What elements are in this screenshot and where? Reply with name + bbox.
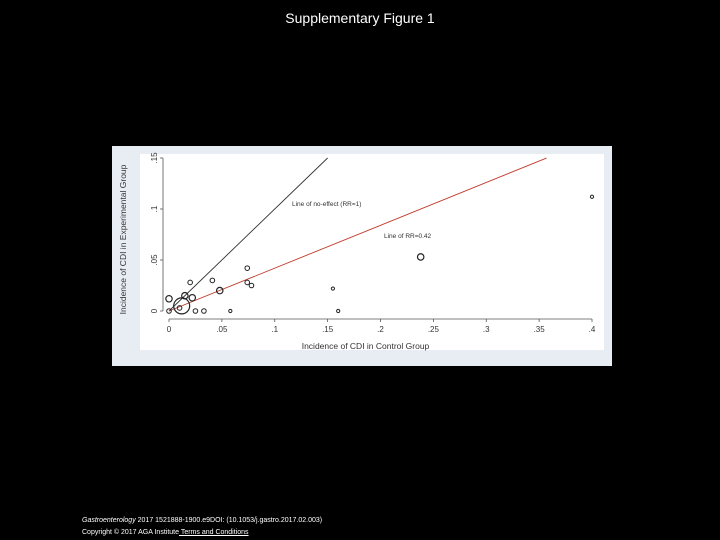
copyright-text: Copyright © 2017 AGA Institute: [82, 529, 179, 536]
data-point: [187, 279, 193, 286]
data-point: [416, 253, 425, 261]
rr-line-label: Line of RR=0.42: [384, 233, 432, 240]
y-tick-label: .1: [150, 205, 159, 212]
data-point: [248, 282, 255, 289]
x-tick-label: 0: [167, 325, 172, 334]
y-tick-label: .15: [150, 152, 159, 164]
x-tick-label: .2: [377, 325, 384, 334]
x-tick-label: .05: [216, 325, 228, 334]
data-point: [209, 277, 216, 284]
data-point: [244, 279, 251, 286]
data-point: [228, 308, 233, 314]
figure-panel: 0 .05 .1 .15 .2 .25 .3 .35 .4 0 .05 .1 .15 Incidence …: [112, 146, 612, 366]
data-point: [192, 308, 199, 314]
x-tick-label: .4: [589, 325, 596, 334]
x-tick-label: .35: [534, 325, 546, 334]
y-tick-label: .05: [150, 254, 159, 266]
x-tick-label: .25: [428, 325, 440, 334]
data-point: [165, 294, 173, 303]
x-tick-label: .1: [271, 325, 278, 334]
y-tick-label: 0: [150, 308, 159, 313]
y-axis-title: Incidence of CDI in Experimental Group: [118, 164, 128, 314]
no-effect-line-label: Line of no-effect (RR=1): [292, 201, 361, 208]
terms-link[interactable]: Terms and Conditions: [179, 529, 249, 536]
data-point: [188, 293, 197, 302]
figure-footer: Gastroenterology 2017 1521888-1900.e9DOI…: [82, 515, 322, 539]
citation-text: 2017 1521888-1900.e9DOI: (10.1053/j.gast…: [135, 517, 323, 524]
journal-name: Gastroenterology: [82, 517, 136, 524]
x-tick-label: .3: [483, 325, 490, 334]
data-point: [201, 308, 207, 314]
rr-line: [168, 157, 547, 312]
data-point: [176, 305, 183, 311]
x-tick-label: .15: [322, 325, 334, 334]
data-point: [244, 265, 251, 271]
x-axis-title: Incidence of CDI in Control Group: [302, 341, 430, 351]
no-effect-line: [168, 157, 328, 312]
data-point: [166, 308, 172, 314]
data-point: [330, 286, 336, 291]
data-point: [215, 286, 224, 295]
citation-line: Gastroenterology 2017 1521888-1900.e9DOI…: [82, 515, 322, 527]
slide-title: Supplementary Figure 1: [285, 10, 435, 26]
data-point: [181, 291, 189, 300]
scatter-chart: 0 .05 .1 .15 .2 .25 .3 .35 .4 0 .05 .1 .15 Incidence …: [118, 152, 604, 351]
data-point: [336, 308, 341, 314]
copyright-line: Copyright © 2017 AGA Institute Terms and…: [82, 527, 322, 539]
plot-background: [140, 154, 604, 350]
data-point: [173, 297, 191, 315]
data-point: [589, 194, 595, 199]
